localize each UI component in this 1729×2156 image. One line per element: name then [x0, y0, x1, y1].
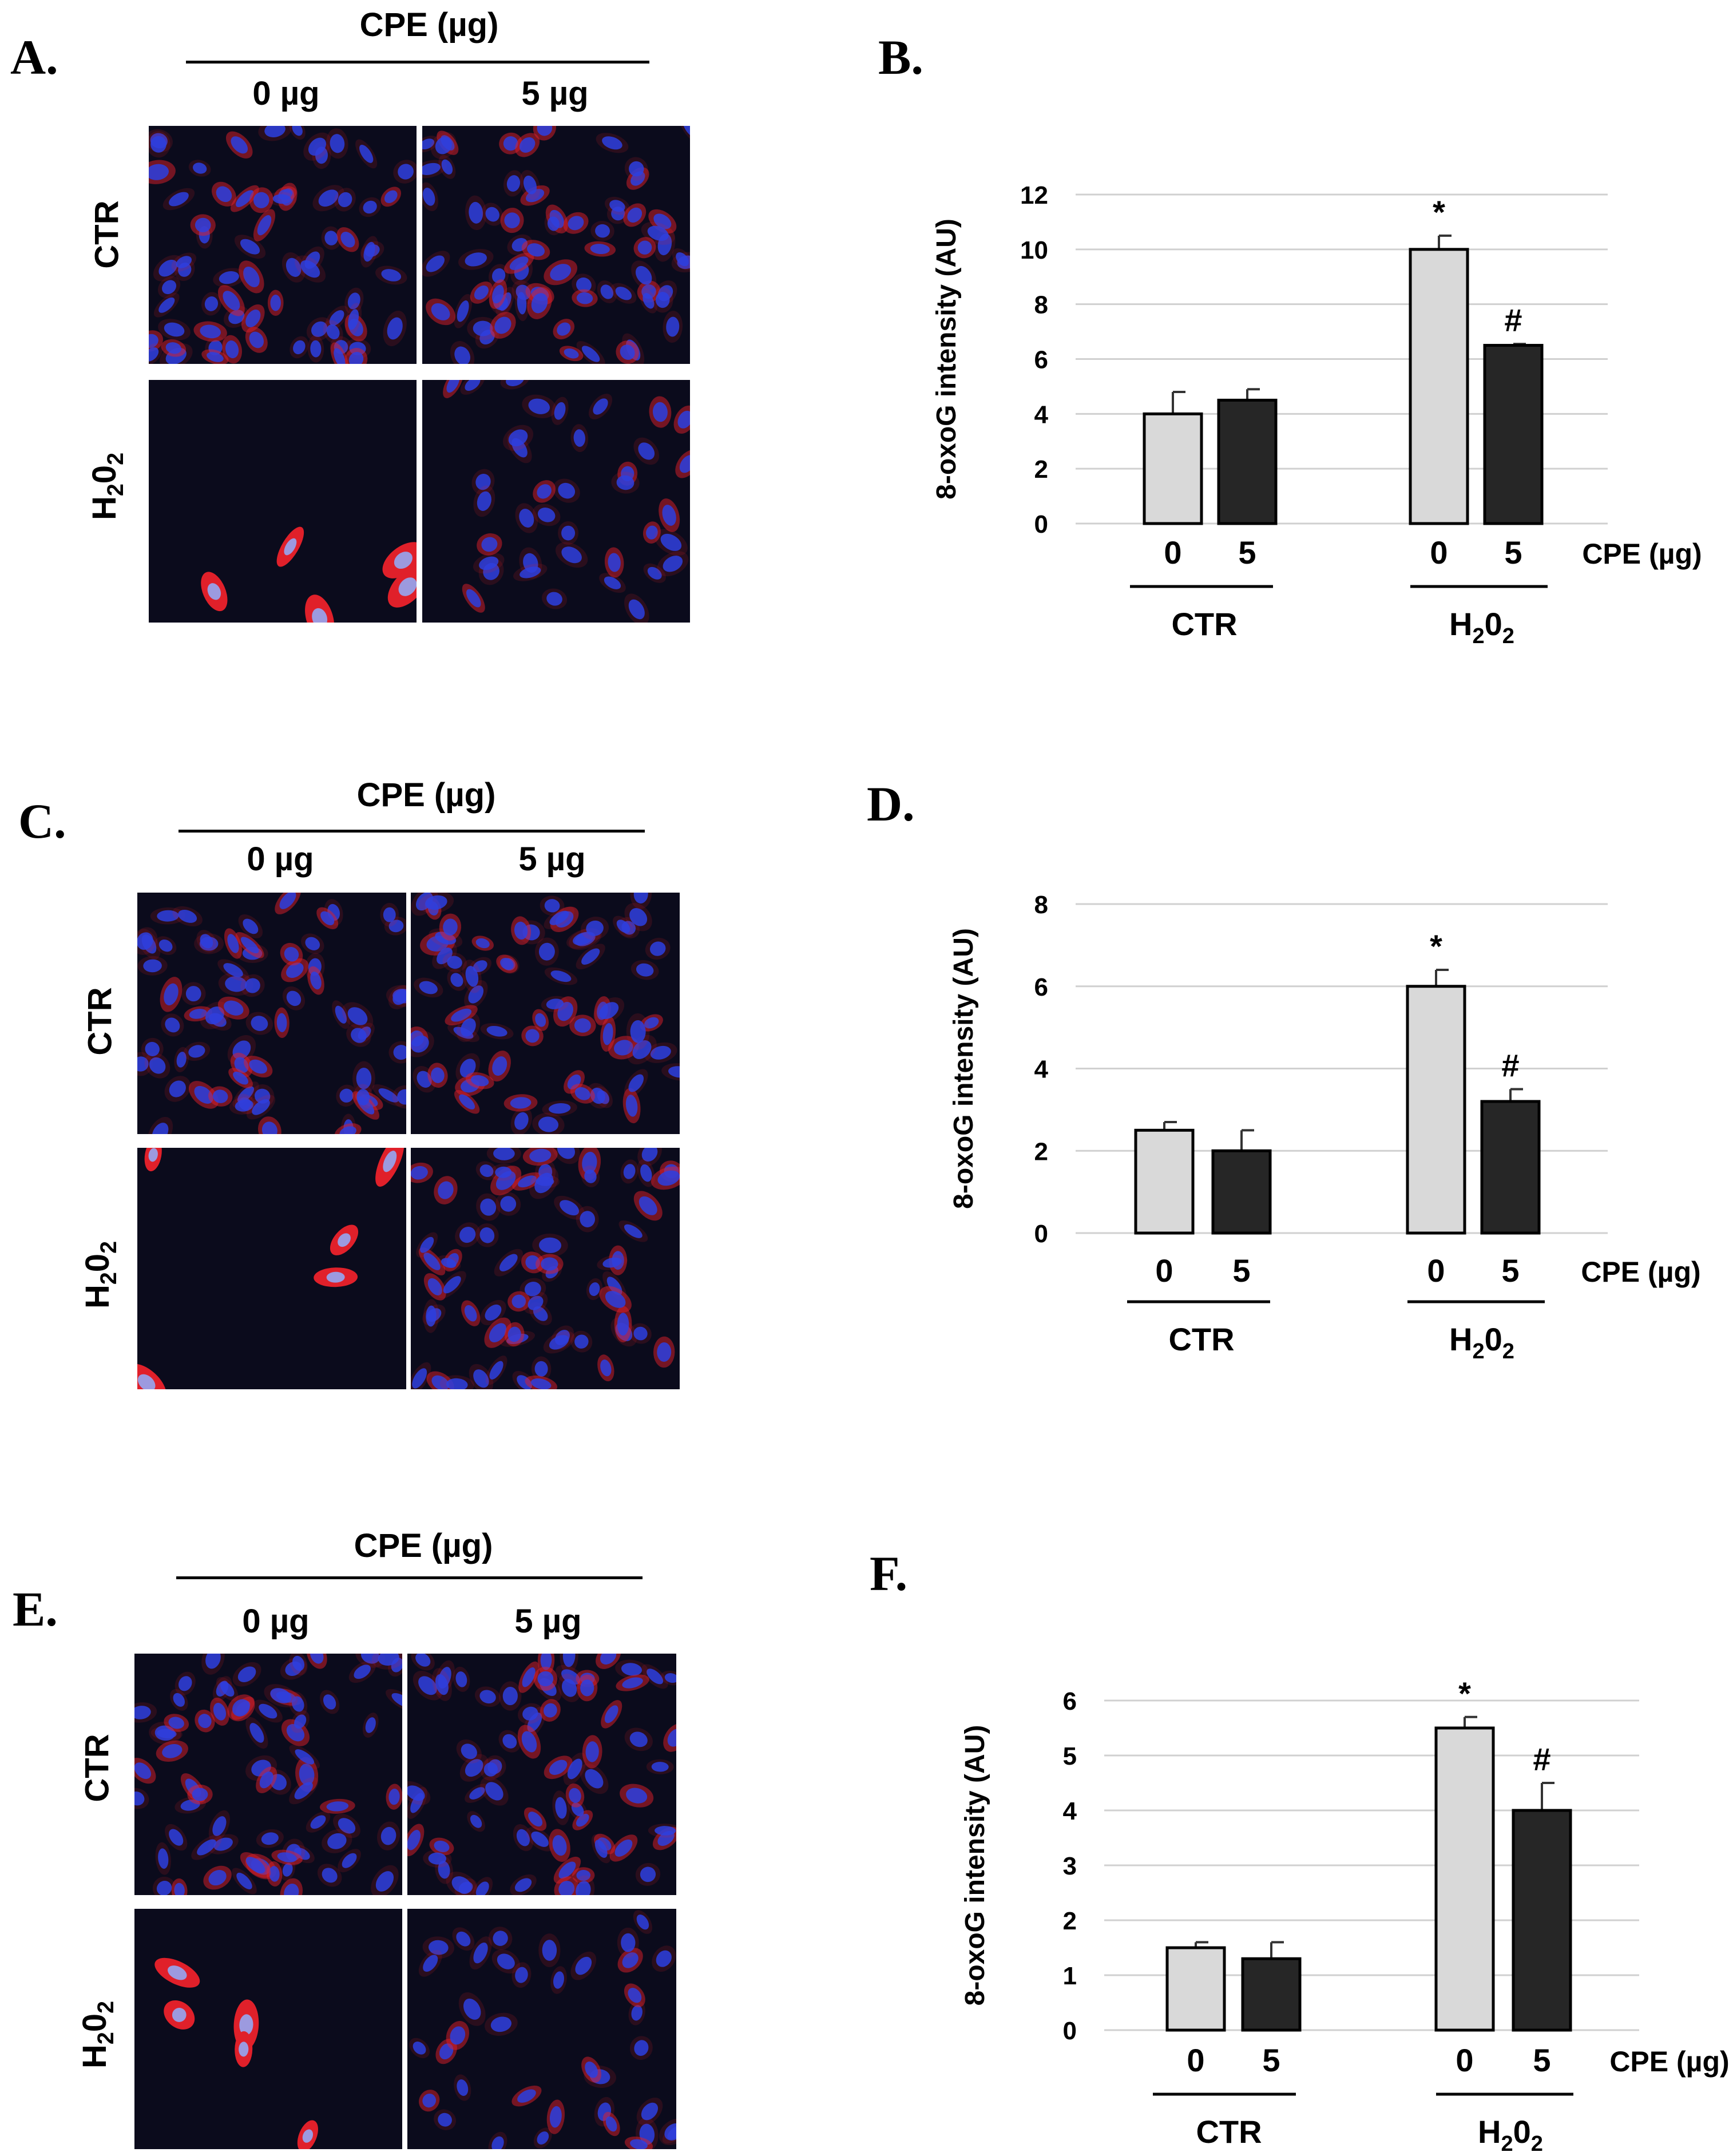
- chart-f-category-label: 0: [1187, 2042, 1204, 2078]
- chart-f-bar-0-ctr: [1165, 1946, 1226, 2032]
- chart-d-group-label-h2o2: H202: [1449, 1321, 1514, 1364]
- chart-b-ytick: 8: [1034, 291, 1048, 319]
- chart-b-ytick: 2: [1034, 455, 1048, 483]
- chart-d-xtitle: CPE (µg): [1581, 1256, 1700, 1288]
- chart-f-xtitle: CPE (µg): [1609, 2046, 1729, 2078]
- chart-d-ytick: 0: [1034, 1220, 1048, 1248]
- chart-f-ytick: 2: [1063, 1907, 1077, 1935]
- panel-a-header: CPE (µg): [359, 6, 499, 43]
- chart-b-annotation: #: [1504, 302, 1522, 338]
- chart-d-ytick: 6: [1034, 973, 1048, 1001]
- micrograph-a-h2o2-0: [149, 380, 417, 623]
- micrograph-e-h2o2-0: [134, 1909, 402, 2149]
- chart-f-category-label: 5: [1262, 2042, 1280, 2078]
- chart-f-ylabel: 8-oxoG intensity (AU): [960, 1725, 990, 2006]
- chart-d-annotation: *: [1430, 928, 1442, 964]
- micrograph-a-h2o2-5: [422, 380, 690, 623]
- chart-b-ytick: 6: [1034, 346, 1048, 374]
- panel-letter-d: D.: [867, 776, 915, 831]
- panel-c-col-5: 5 µg: [518, 841, 586, 878]
- panel-a-header-rule: [186, 61, 649, 64]
- chart-f-ytick: 5: [1063, 1742, 1077, 1770]
- panel-e-col-0: 0 µg: [242, 1603, 310, 1640]
- chart-d-category-label: 5: [1501, 1253, 1519, 1289]
- chart-b-category-label: 0: [1430, 534, 1448, 570]
- micrograph-a-ctr-0: [149, 126, 417, 364]
- chart-b-ylabel: 8-oxoG intensity (AU): [931, 219, 962, 500]
- micrograph-c-ctr-5: [411, 893, 680, 1134]
- chart-b-bar-0-ctr: [1143, 412, 1203, 525]
- chart-f-bar-0-h2o2: [1434, 1726, 1495, 2032]
- chart-b-xtitle: CPE (µg): [1582, 538, 1702, 570]
- chart-f-category-label: 0: [1456, 2042, 1473, 2078]
- chart-f-bar-5-h2o2: [1512, 1809, 1572, 2032]
- panel-e-col-5: 5 µg: [514, 1603, 582, 1640]
- chart-b-annotation: *: [1433, 194, 1445, 230]
- panel-c-header: CPE (µg): [356, 776, 496, 814]
- chart-b-bar-5-h2o2: [1483, 344, 1544, 525]
- panel-a-col-5: 5 µg: [521, 75, 589, 112]
- panel-letter-c: C.: [18, 794, 66, 849]
- chart-b-category-label: 5: [1238, 534, 1256, 570]
- chart-f-ytick: 3: [1063, 1852, 1077, 1880]
- chart-d-ytick: 8: [1034, 891, 1048, 919]
- chart-d-group-label-ctr: CTR: [1168, 1321, 1234, 1357]
- chart-f-ytick: 1: [1063, 1962, 1077, 1990]
- chart-b-ytick: 4: [1034, 401, 1049, 429]
- micrograph-c-ctr-0: [137, 893, 406, 1134]
- panel-e-header-rule: [176, 1576, 643, 1579]
- chart-f-category-label: 5: [1533, 2042, 1550, 2078]
- chart-b-category-label: 5: [1504, 534, 1522, 570]
- chart-b-bar-0-h2o2: [1409, 248, 1469, 525]
- chart-b-group-label-h2o2: H202: [1449, 606, 1514, 648]
- chart-f-ytick: 6: [1063, 1687, 1077, 1715]
- panel-a-col-0: 0 µg: [252, 75, 320, 112]
- panel-letter-f: F.: [870, 1546, 908, 1601]
- micrograph-c-h2o2-5: [411, 1148, 680, 1389]
- micrograph-e-h2o2-5: [407, 1909, 676, 2149]
- chart-d-category-label: 5: [1232, 1253, 1250, 1289]
- chart-b-ytick: 10: [1020, 236, 1048, 264]
- chart-d-category-label: 0: [1427, 1253, 1445, 1289]
- micrograph-e-ctr-0: [134, 1654, 402, 1895]
- chart-b-ytick: 0: [1034, 510, 1048, 538]
- chart-b-category-label: 0: [1164, 534, 1181, 570]
- chart-d-ytick: 4: [1034, 1056, 1049, 1084]
- panel-e-header: CPE (µg): [354, 1527, 493, 1564]
- panel-letter-a: A.: [10, 30, 58, 85]
- micrograph-a-ctr-5: [422, 126, 690, 364]
- chart-d-bar-0-ctr: [1134, 1128, 1195, 1235]
- chart-f-group-label-ctr: CTR: [1196, 2114, 1262, 2150]
- chart-d-annotation: #: [1501, 1047, 1519, 1083]
- chart-d-bar-5-h2o2: [1480, 1100, 1541, 1235]
- panel-letter-b: B.: [878, 30, 923, 85]
- chart-f-ytick: 0: [1063, 2017, 1077, 2045]
- chart-f-bar-5-ctr: [1241, 1957, 1302, 2032]
- micrograph-e-ctr-5: [407, 1654, 676, 1895]
- chart-b-group-label-ctr: CTR: [1171, 606, 1237, 642]
- chart-b-ytick: 12: [1020, 181, 1048, 209]
- chart-d-ytick: 2: [1034, 1138, 1048, 1166]
- panel-c-header-rule: [179, 830, 645, 833]
- chart-d-category-label: 0: [1155, 1253, 1173, 1289]
- chart-d-ylabel: 8-oxoG intensity (AU): [949, 928, 979, 1209]
- chart-f-annotation: #: [1533, 1741, 1550, 1777]
- chart-b-bar-5-ctr: [1217, 398, 1278, 525]
- panel-letter-e: E.: [13, 1582, 58, 1636]
- panel-c-col-0: 0 µg: [247, 841, 314, 878]
- chart-f-annotation: *: [1458, 1675, 1471, 1711]
- micrograph-c-h2o2-0: [137, 1148, 406, 1389]
- chart-d-bar-5-ctr: [1211, 1149, 1272, 1235]
- chart-d-bar-0-h2o2: [1406, 985, 1466, 1235]
- chart-f-group-label-h2o2: H202: [1478, 2114, 1543, 2156]
- chart-f-ytick: 4: [1063, 1797, 1077, 1825]
